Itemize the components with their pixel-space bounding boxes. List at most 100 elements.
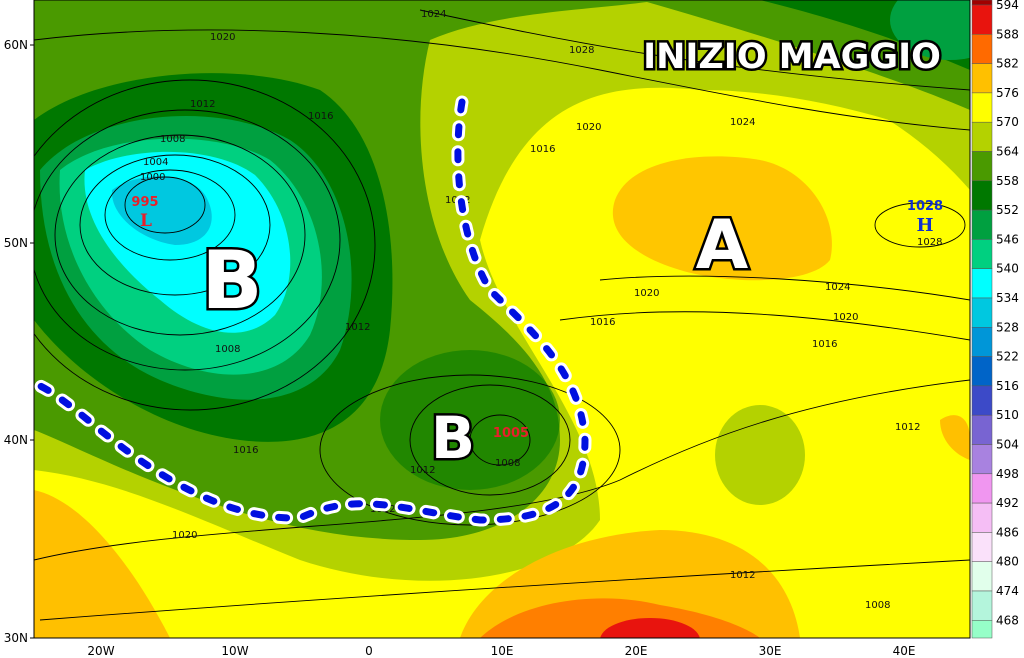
longitude-axis: 20W 10W 0 10E 20E 30E 40E — [87, 644, 915, 658]
geopotential-field: 1020 1012 1008 1004 1000 1016 1024 1028 … — [34, 0, 970, 638]
colorbar-label: 582 — [996, 57, 1019, 71]
low-center-symbol: L — [140, 211, 152, 231]
colorbar-label: 504 — [996, 438, 1019, 452]
colorbar-label: 516 — [996, 379, 1019, 393]
lon-label: 40E — [893, 644, 916, 658]
colorbar-band — [971, 239, 993, 269]
field-552-med — [380, 350, 560, 490]
isobar-label: 1020 — [172, 530, 197, 541]
isobars — [34, 9, 970, 621]
colorbar-label: 486 — [996, 525, 1019, 539]
field-576-sw — [34, 490, 170, 638]
isobar-label: 1024 — [421, 9, 446, 20]
isobar-label: 1020 — [833, 312, 858, 323]
colorbar-band — [971, 385, 993, 416]
isobar-label: 1016 — [530, 144, 555, 155]
lon-label: 30E — [759, 644, 782, 658]
field-576-high — [612, 156, 832, 281]
high-label-europe: A — [696, 206, 749, 285]
colorbar-label: 492 — [996, 496, 1019, 510]
latitude-axis: 60N 50N 40N 30N — [4, 38, 34, 645]
colorbar-label: 534 — [996, 291, 1019, 305]
isobar-labels: 1020 1012 1008 1004 1000 1016 1024 1028 … — [140, 9, 942, 611]
high-center-value: 1028 — [907, 199, 943, 214]
colorbar-band — [971, 4, 993, 35]
colorbar-band — [971, 63, 993, 94]
isobar-label: 1016 — [308, 111, 333, 122]
isobar-label: 1016 — [590, 317, 615, 328]
map-title: INIZIO MAGGIO — [643, 37, 941, 77]
colorbar-band — [971, 92, 993, 123]
colorbar-band — [971, 180, 993, 211]
colorbar-label: 552 — [996, 203, 1019, 217]
colorbar-label: 546 — [996, 232, 1019, 246]
isobar-label: 1008 — [160, 134, 185, 145]
colorbar-label: 510 — [996, 408, 1019, 422]
field-576-se — [940, 415, 970, 460]
colorbar-band — [971, 356, 993, 387]
lon-label: 0 — [365, 644, 373, 658]
colorbar-label: 594 — [996, 0, 1019, 12]
colorbar: 594 588 582 576 570 564 558 552 546 540 534 528 522 5… — [971, 0, 1019, 639]
colorbar-band — [971, 620, 993, 639]
colorbar-band — [971, 121, 993, 152]
isobar-label: 1012 — [345, 322, 370, 333]
isobar-label: 1012 — [895, 422, 920, 433]
low-label-mediterranean: B — [431, 404, 475, 472]
colorbar-label: 564 — [996, 145, 1019, 159]
colorbar-label: 558 — [996, 174, 1019, 188]
lon-label: 10E — [491, 644, 514, 658]
colorbar-label: 474 — [996, 584, 1019, 598]
isobar-label: 1008 — [495, 458, 520, 469]
colorbar-band — [971, 327, 993, 357]
colorbar-band — [971, 561, 993, 592]
isobar-label: 1008 — [215, 344, 240, 355]
colorbar-band — [971, 532, 993, 562]
field-588-south — [600, 618, 700, 638]
colorbar-band — [971, 473, 993, 504]
colorbar-band — [971, 502, 993, 533]
isobar-label: 1020 — [576, 122, 601, 133]
isobar-label: 1004 — [143, 157, 168, 168]
isobar-label: 1024 — [825, 282, 850, 293]
colorbar-label: 498 — [996, 467, 1019, 481]
trough-line — [34, 95, 592, 527]
colorbar-band — [971, 0, 993, 6]
isobar-label: 1000 — [140, 172, 165, 183]
lon-label: 20W — [87, 644, 114, 658]
colorbar-label: 540 — [996, 262, 1019, 276]
isobar-label: 1012 — [410, 465, 435, 476]
colorbar-label: 480 — [996, 555, 1019, 569]
colorbar-band — [971, 34, 993, 64]
colorbar-label: 588 — [996, 27, 1019, 41]
lat-label: 40N — [4, 433, 28, 447]
lon-label: 10W — [221, 644, 248, 658]
isobar-label: 1020 — [210, 32, 235, 43]
colorbar-band — [971, 151, 993, 182]
field-564-greece — [715, 405, 805, 505]
colorbar-band — [971, 590, 993, 621]
colorbar-label: 468 — [996, 613, 1019, 627]
lat-label: 50N — [4, 236, 28, 250]
isobar-label: 1020 — [634, 288, 659, 299]
colorbar-band — [971, 414, 993, 445]
colorbar-label: 576 — [996, 86, 1019, 100]
low-label-atlantic: B — [202, 234, 263, 327]
isobar-label: 1016 — [233, 445, 258, 456]
isobar-label: 1012 — [730, 570, 755, 581]
colorbar-band — [971, 209, 993, 240]
isobar-label: 1024 — [730, 117, 755, 128]
colorbar-band — [971, 444, 993, 475]
lat-label: 30N — [4, 631, 28, 645]
field-528 — [111, 176, 212, 245]
colorbar-label: 528 — [996, 320, 1019, 334]
colorbar-band — [971, 268, 993, 299]
field-546-ne — [890, 0, 970, 60]
isobar-label: 1028 — [569, 45, 594, 56]
low-center-value: 995 — [131, 195, 158, 210]
lat-label: 60N — [4, 38, 28, 52]
lon-label: 20E — [625, 644, 648, 658]
colorbar-label: 570 — [996, 115, 1019, 129]
high-center-symbol: H — [916, 215, 933, 236]
